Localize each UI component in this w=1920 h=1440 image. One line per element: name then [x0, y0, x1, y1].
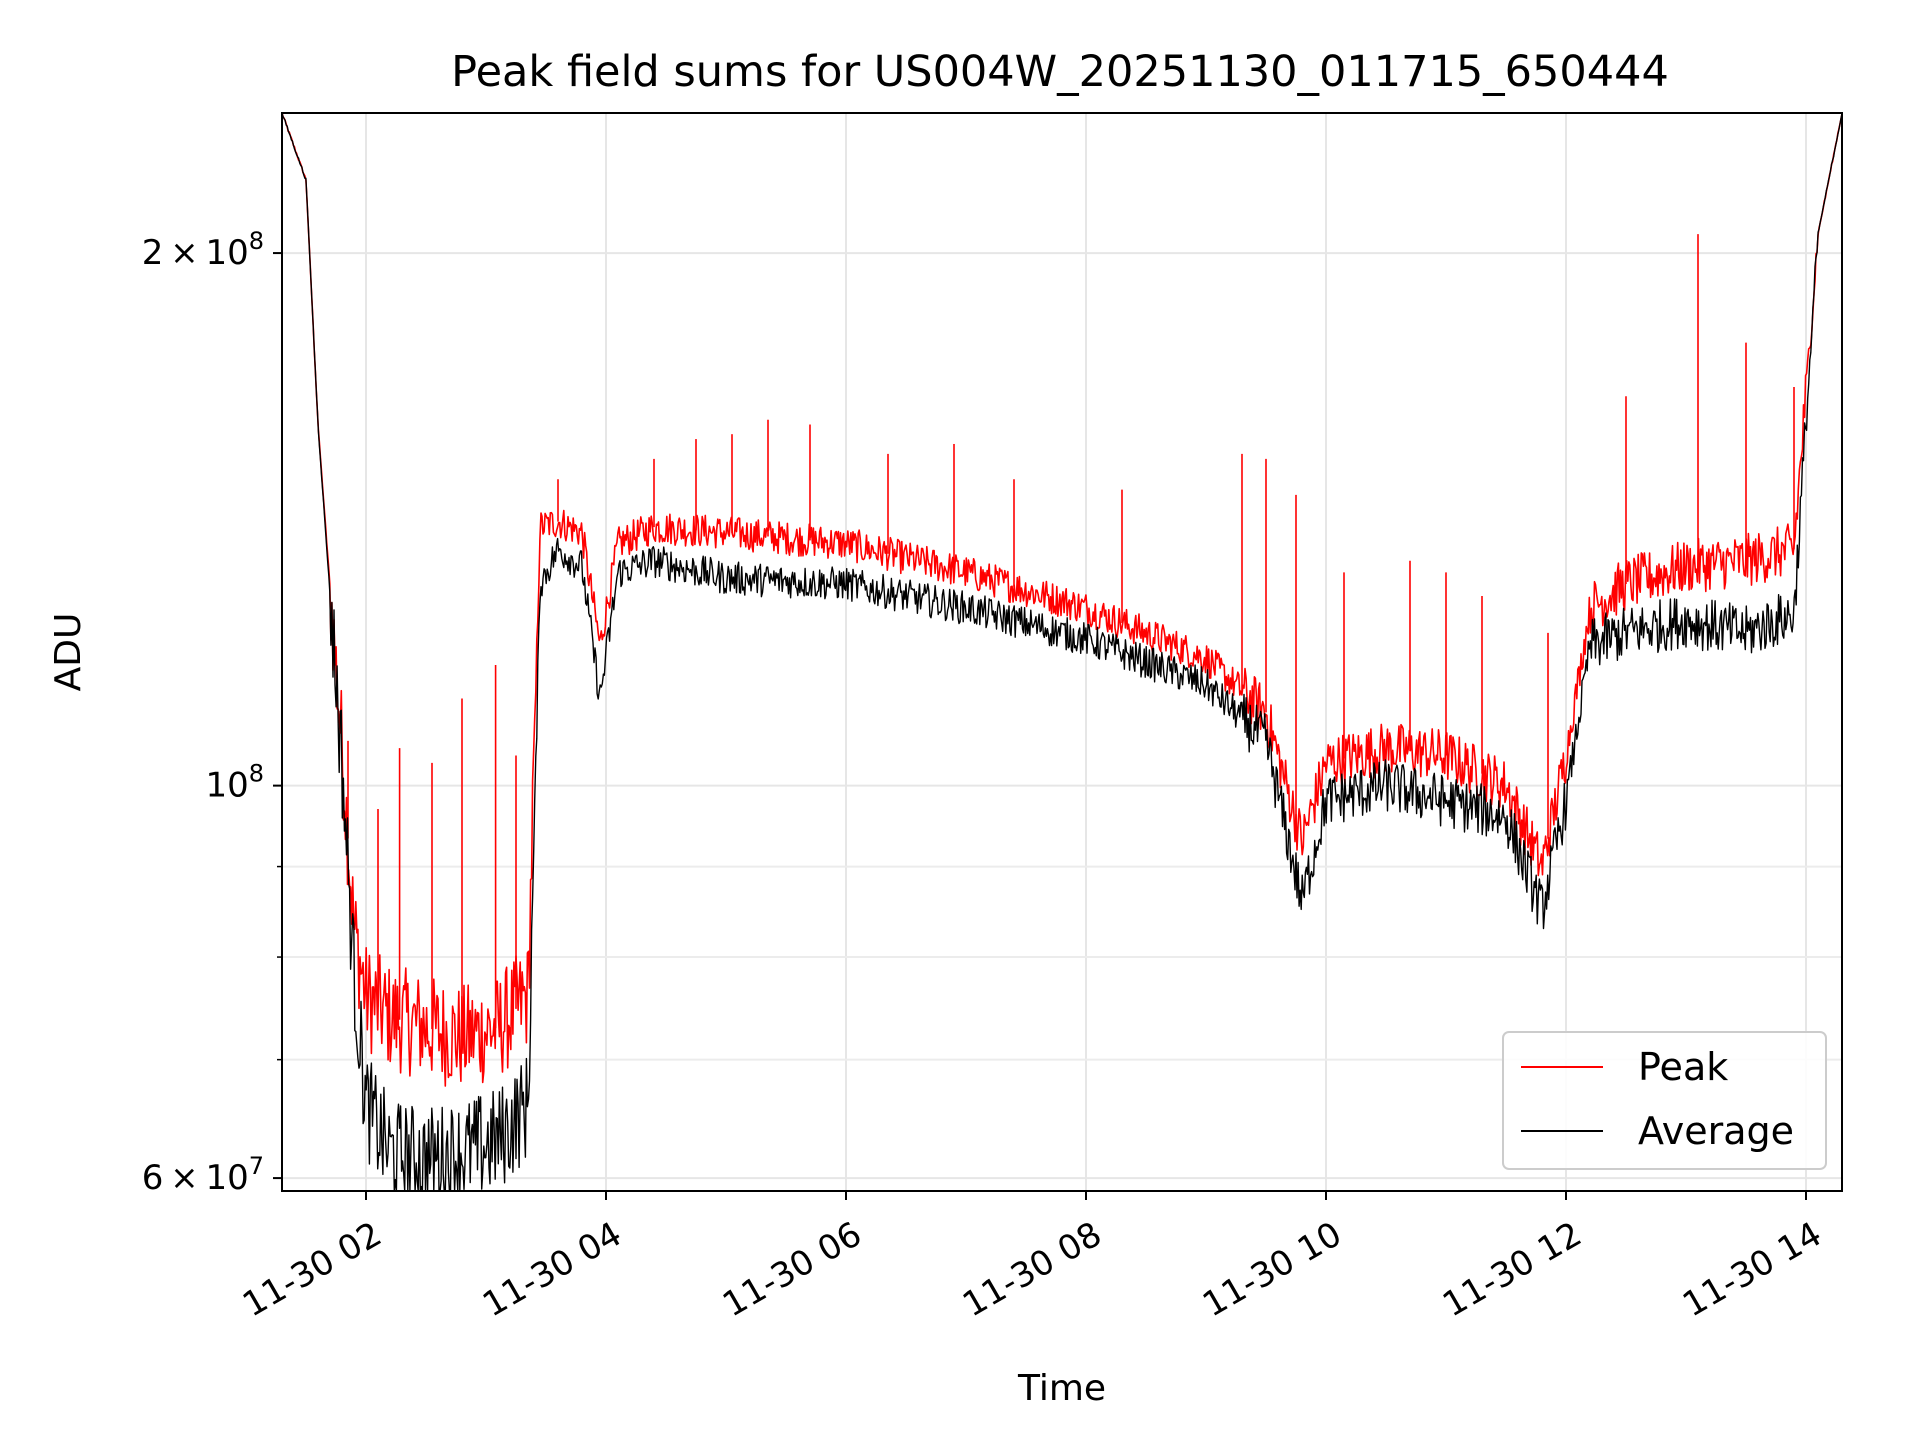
y-tick-label: 6 × 107 — [142, 1152, 264, 1198]
legend: Peak Average — [1502, 1031, 1827, 1170]
x-axis-label: Time — [1017, 1368, 1106, 1409]
y-tick-label: 2 × 108 — [142, 227, 264, 273]
legend-label-peak: Peak — [1638, 1045, 1728, 1089]
chart-title: Peak field sums for US004W_20251130_0117… — [451, 47, 1669, 97]
grid — [282, 113, 1842, 1191]
plot-frame — [281, 112, 1843, 1192]
series-line-peak — [281, 112, 1843, 1087]
series-layer — [281, 112, 1843, 1192]
y-axis-label: ADU — [48, 613, 89, 692]
y-axis: 6 × 107 108 2 × 108 — [142, 227, 282, 1198]
y-tick-label: 108 — [205, 760, 264, 806]
series-line-average — [281, 112, 1843, 1192]
legend-label-average: Average — [1638, 1109, 1794, 1153]
